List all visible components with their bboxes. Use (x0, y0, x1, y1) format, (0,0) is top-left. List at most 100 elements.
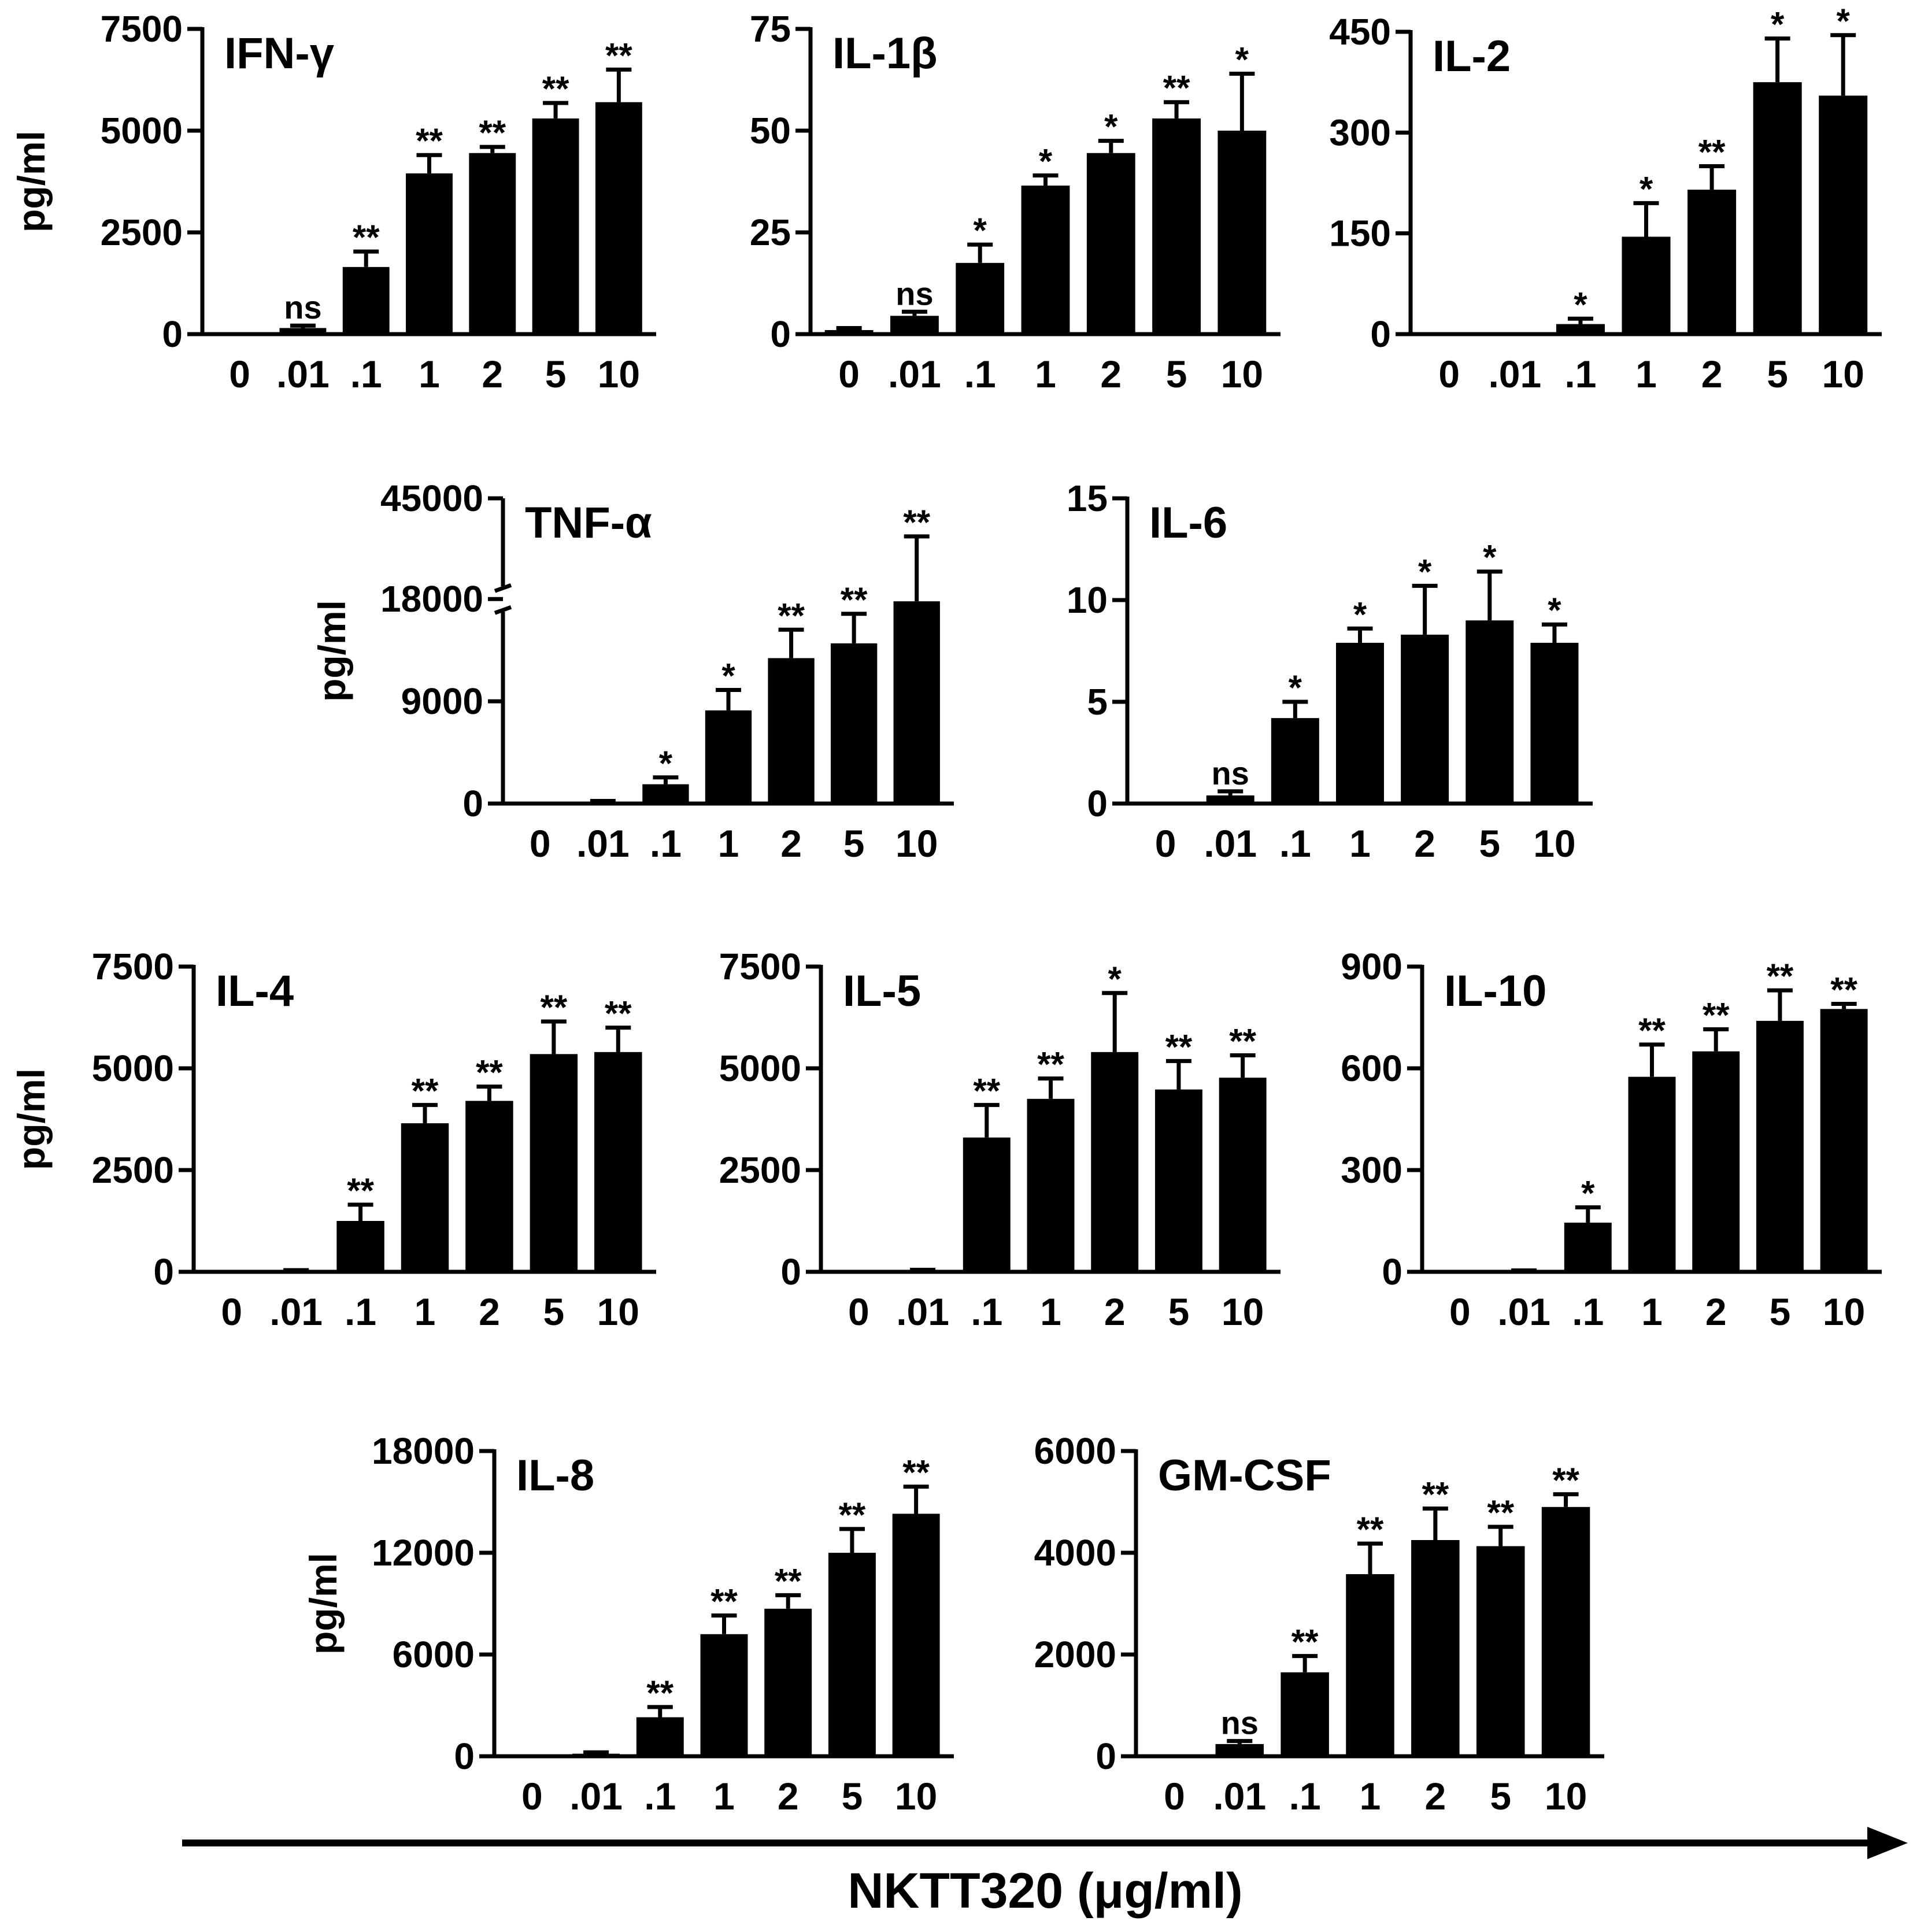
significance-label: ** (903, 503, 930, 542)
y-tick-label: 7500 (719, 946, 801, 987)
y-tick-label: 450 (1329, 11, 1391, 53)
bar-il-1-2 (1086, 153, 1135, 334)
significance-label: ** (778, 596, 805, 635)
significance-label: * (1483, 538, 1497, 577)
y-tick-label: 50 (750, 110, 791, 151)
x-tick-label: 0 (1438, 353, 1460, 395)
dose-arrow-head (1867, 1827, 1908, 1859)
significance-label: * (721, 656, 735, 695)
x-tick-label: 1 (415, 1290, 436, 1333)
bar-il-1-1 (956, 262, 1005, 334)
x-tick-label: .1 (644, 1775, 676, 1818)
bar-il-8-2 (764, 1608, 812, 1756)
bar-il-6-5 (1465, 620, 1514, 804)
x-tick-label: 10 (1822, 353, 1864, 395)
y-tick-label: 4000 (1034, 1532, 1116, 1574)
significance-label: ** (1165, 1027, 1193, 1066)
x-tick-label: 1 (1360, 1775, 1381, 1818)
bar-il-6-1 (1271, 718, 1319, 804)
bar-il-1-0 (824, 330, 874, 334)
y-tick-label: 0 (780, 1251, 801, 1293)
significance-label: * (1548, 591, 1561, 630)
significance-label: ** (841, 580, 868, 619)
panel-title: GM-CSF (1158, 1451, 1331, 1500)
y-axis-label: pg/ml (10, 131, 53, 232)
y-tick-label: 10 (1067, 579, 1108, 621)
x-tick-label: 1 (419, 353, 440, 395)
x-tick-label: 5 (1479, 822, 1500, 865)
y-tick-label: 7500 (92, 946, 174, 987)
x-tick-label: .1 (971, 1290, 1002, 1333)
significance-label: * (1418, 552, 1432, 591)
axis-break-mark (494, 583, 512, 593)
significance-label: ** (1163, 69, 1190, 108)
x-tick-label: 10 (895, 1775, 937, 1818)
bar-il-6-01 (1206, 795, 1254, 804)
significance-label: ** (973, 1071, 1000, 1110)
y-tick-label: 9000 (401, 680, 483, 722)
x-tick-label: 5 (1767, 353, 1788, 395)
x-tick-label: 1 (713, 1775, 735, 1818)
x-tick-label: .01 (576, 822, 630, 865)
significance-label: ** (476, 1053, 503, 1092)
x-tick-label: 0 (1449, 1290, 1471, 1333)
bar-il-2-1 (1556, 324, 1605, 334)
x-tick-label: 10 (1545, 1775, 1587, 1818)
bar-il-5-2 (1091, 1052, 1139, 1272)
panel-title: TNF-α (525, 498, 652, 547)
y-tick-label: 7500 (101, 8, 183, 50)
significance-label: * (659, 744, 673, 783)
x-tick-label: 10 (895, 822, 938, 865)
significance-label: * (1640, 169, 1653, 208)
significance-label: ** (839, 1496, 866, 1534)
x-tick-label: .01 (888, 353, 941, 395)
significance-label: ** (1487, 1493, 1514, 1532)
x-tick-label: 5 (842, 1775, 863, 1818)
x-tick-label: 2 (780, 822, 802, 865)
bar-il-4-5 (530, 1054, 578, 1272)
x-tick-label: 5 (1490, 1775, 1511, 1818)
significance-label: * (1771, 5, 1785, 44)
bar-il-10-10 (1820, 1009, 1868, 1272)
significance-label: ** (541, 988, 568, 1027)
bar-il-8-1 (700, 1634, 748, 1756)
x-tick-label: 0 (1164, 1775, 1185, 1818)
significance-label: * (1581, 1174, 1595, 1213)
panel-il-10: 0 300 600 900 IL-10 0 .01 * .1 ** 1 ** 2 ** 5 ** 10 (1341, 946, 1882, 1333)
x-tick-label: .01 (269, 1290, 323, 1333)
x-tick-label: 2 (482, 353, 503, 395)
significance-label: ** (646, 1674, 673, 1712)
x-tick-label: .1 (1572, 1290, 1604, 1333)
x-tick-label: .01 (1497, 1290, 1550, 1333)
significance-label: ** (1229, 1021, 1256, 1060)
x-tick-label: 10 (597, 1290, 639, 1333)
significance-label: ** (1698, 132, 1726, 171)
y-axis-label: pg/ml (310, 600, 353, 702)
x-tick-label: .01 (569, 1775, 623, 1818)
x-tick-label: .1 (1564, 353, 1596, 395)
bar-il-5-5 (1154, 1089, 1202, 1272)
significance-label: ** (605, 994, 632, 1033)
y-tick-label: 0 (462, 783, 483, 824)
x-tick-label: 5 (843, 822, 865, 865)
panel-title: IL-10 (1444, 967, 1546, 1016)
significance-label: ** (1703, 996, 1730, 1035)
panel-ifn: 0 2500 5000 7500 IFN-γ pg/ml 0 ns .01 ** .1 ** 1 ** 2 *… (10, 8, 656, 395)
bar-il-10-2 (1692, 1051, 1740, 1272)
x-tick-label: .01 (896, 1290, 949, 1333)
y-tick-label: 2500 (92, 1149, 174, 1191)
x-tick-label: 0 (838, 353, 860, 395)
significance-label: ** (775, 1561, 802, 1600)
bar-tnf-10 (893, 601, 940, 804)
bar-gm-csf-5 (1476, 1546, 1525, 1756)
y-tick-label: 0 (1096, 1735, 1116, 1777)
y-tick-label: 18000 (372, 1430, 475, 1472)
x-tick-label: 0 (229, 353, 250, 395)
bar-il-6-1 (1336, 642, 1384, 804)
y-tick-label: 600 (1341, 1048, 1402, 1089)
bar-il-2-1 (1622, 236, 1671, 334)
significance-label: ns (895, 275, 933, 312)
x-tick-label: 10 (1222, 1290, 1264, 1333)
y-tick-label: 0 (162, 313, 183, 355)
y-tick-label: 0 (1382, 1251, 1402, 1293)
